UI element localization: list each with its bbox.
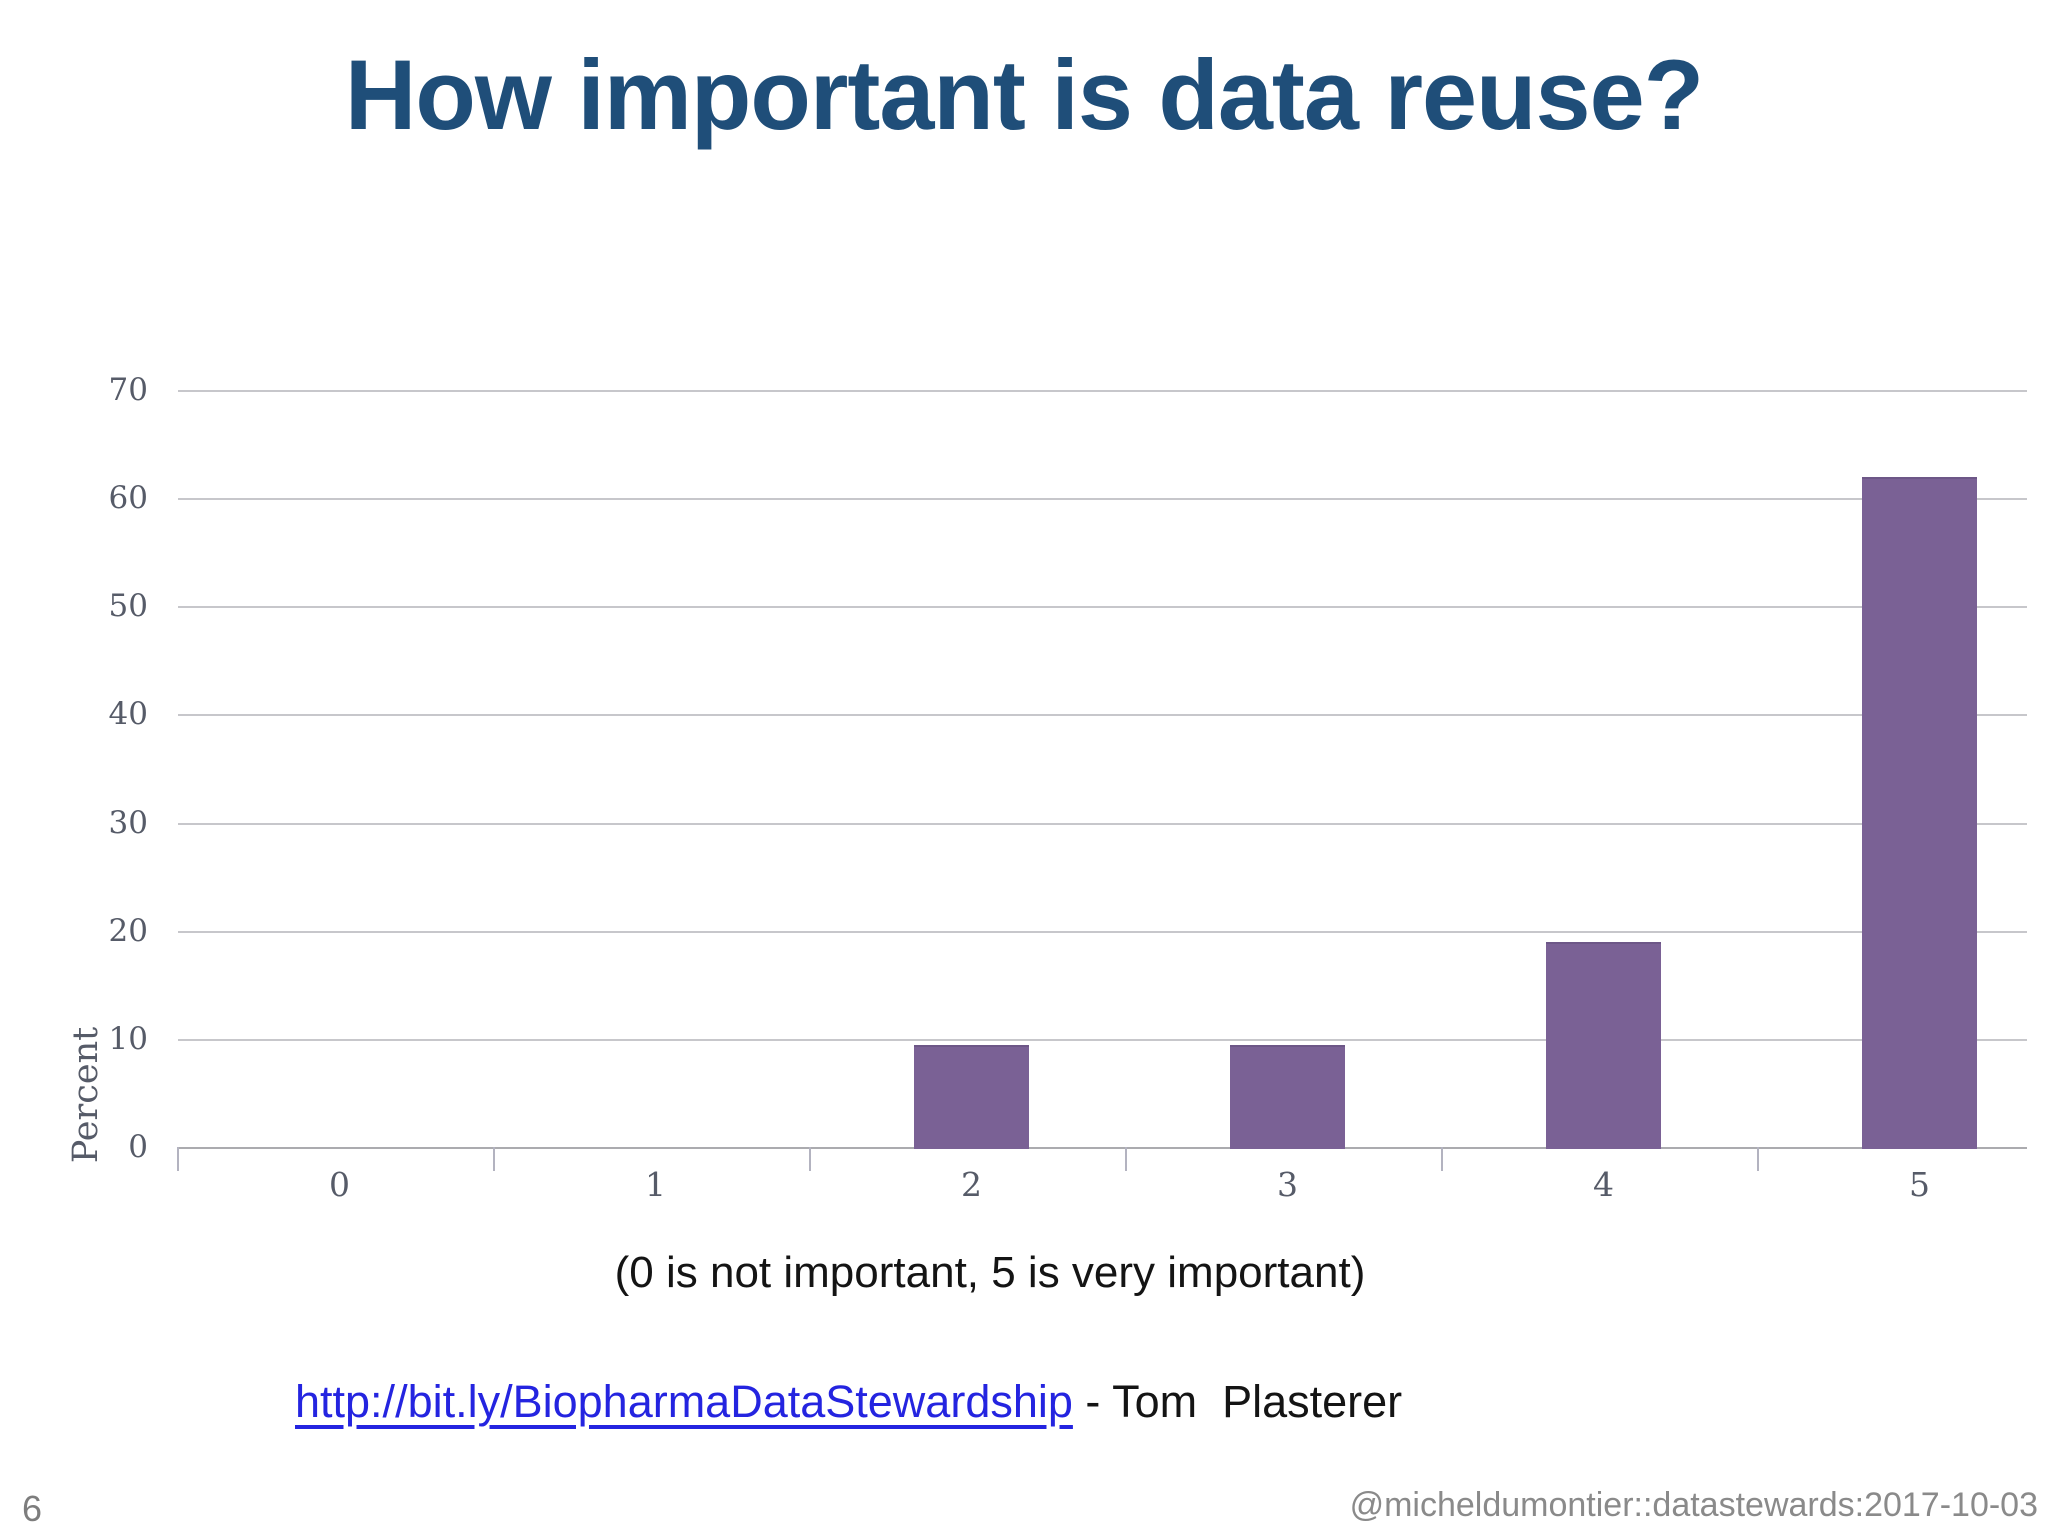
gridline bbox=[178, 606, 2027, 609]
y-tick-label: 70 bbox=[108, 372, 148, 408]
bar-chart: Percent 0 10 20 30 40 50 60 70 0 1 2 3 4 5 bbox=[0, 330, 2048, 1230]
source-line: http://bit.ly/BiopharmaDataStewardship -… bbox=[295, 1376, 1402, 1428]
x-tick-label: 4 bbox=[1593, 1165, 1614, 1204]
y-tick-label: 20 bbox=[108, 912, 148, 949]
gridline bbox=[178, 390, 2027, 392]
gridline bbox=[178, 1038, 2027, 1041]
y-tick-label: 30 bbox=[108, 804, 148, 841]
x-tick-label: 5 bbox=[1909, 1165, 1930, 1204]
x-tick-label: 3 bbox=[1277, 1165, 1298, 1204]
footer-handle: @micheldumontier::datastewards:2017-10-0… bbox=[1349, 1486, 2038, 1524]
x-tick-label: 1 bbox=[645, 1165, 666, 1204]
y-tick-label: 60 bbox=[108, 480, 148, 517]
bar-4 bbox=[1546, 941, 1661, 1149]
slide-title: How important is data reuse? bbox=[344, 39, 1704, 150]
x-axis-line bbox=[178, 1147, 2027, 1149]
slide-number: 6 bbox=[22, 1488, 43, 1529]
bar-3 bbox=[1230, 1045, 1345, 1149]
bar-5 bbox=[1862, 476, 1977, 1149]
y-tick-label: 10 bbox=[108, 1020, 148, 1057]
attribution-text: - Tom Plasterer bbox=[1072, 1376, 1403, 1427]
y-tick-label: 40 bbox=[108, 696, 148, 733]
x-tick-mark bbox=[1441, 1147, 1443, 1171]
y-tick-label: 50 bbox=[108, 588, 148, 625]
y-tick-label: 0 bbox=[128, 1129, 148, 1165]
chart-caption: (0 is not important, 5 is very important… bbox=[614, 1248, 1366, 1297]
gridline bbox=[178, 714, 2027, 717]
x-tick-label: 2 bbox=[961, 1165, 982, 1204]
x-tick-mark bbox=[177, 1147, 179, 1171]
source-link[interactable]: http://bit.ly/BiopharmaDataStewardship bbox=[295, 1376, 1073, 1427]
gridline bbox=[178, 822, 2027, 825]
bar-2 bbox=[914, 1045, 1029, 1149]
x-tick-mark bbox=[1125, 1147, 1127, 1171]
x-tick-label: 0 bbox=[329, 1165, 350, 1204]
x-tick-mark bbox=[809, 1147, 811, 1171]
gridline bbox=[178, 930, 2027, 933]
x-tick-mark bbox=[493, 1147, 495, 1171]
gridline bbox=[178, 498, 2027, 501]
x-tick-mark bbox=[1757, 1147, 1759, 1171]
